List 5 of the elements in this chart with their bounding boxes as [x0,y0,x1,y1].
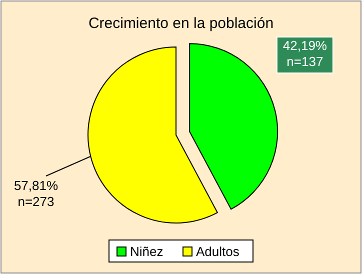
data-label: 57,81% n=273 [14,178,58,209]
data-label: 42,19% n=137 [282,38,328,69]
legend-label: Adultos [196,244,240,259]
chart-title: Crecimiento en la población [88,15,274,32]
legend-label: Niñez [130,244,164,259]
